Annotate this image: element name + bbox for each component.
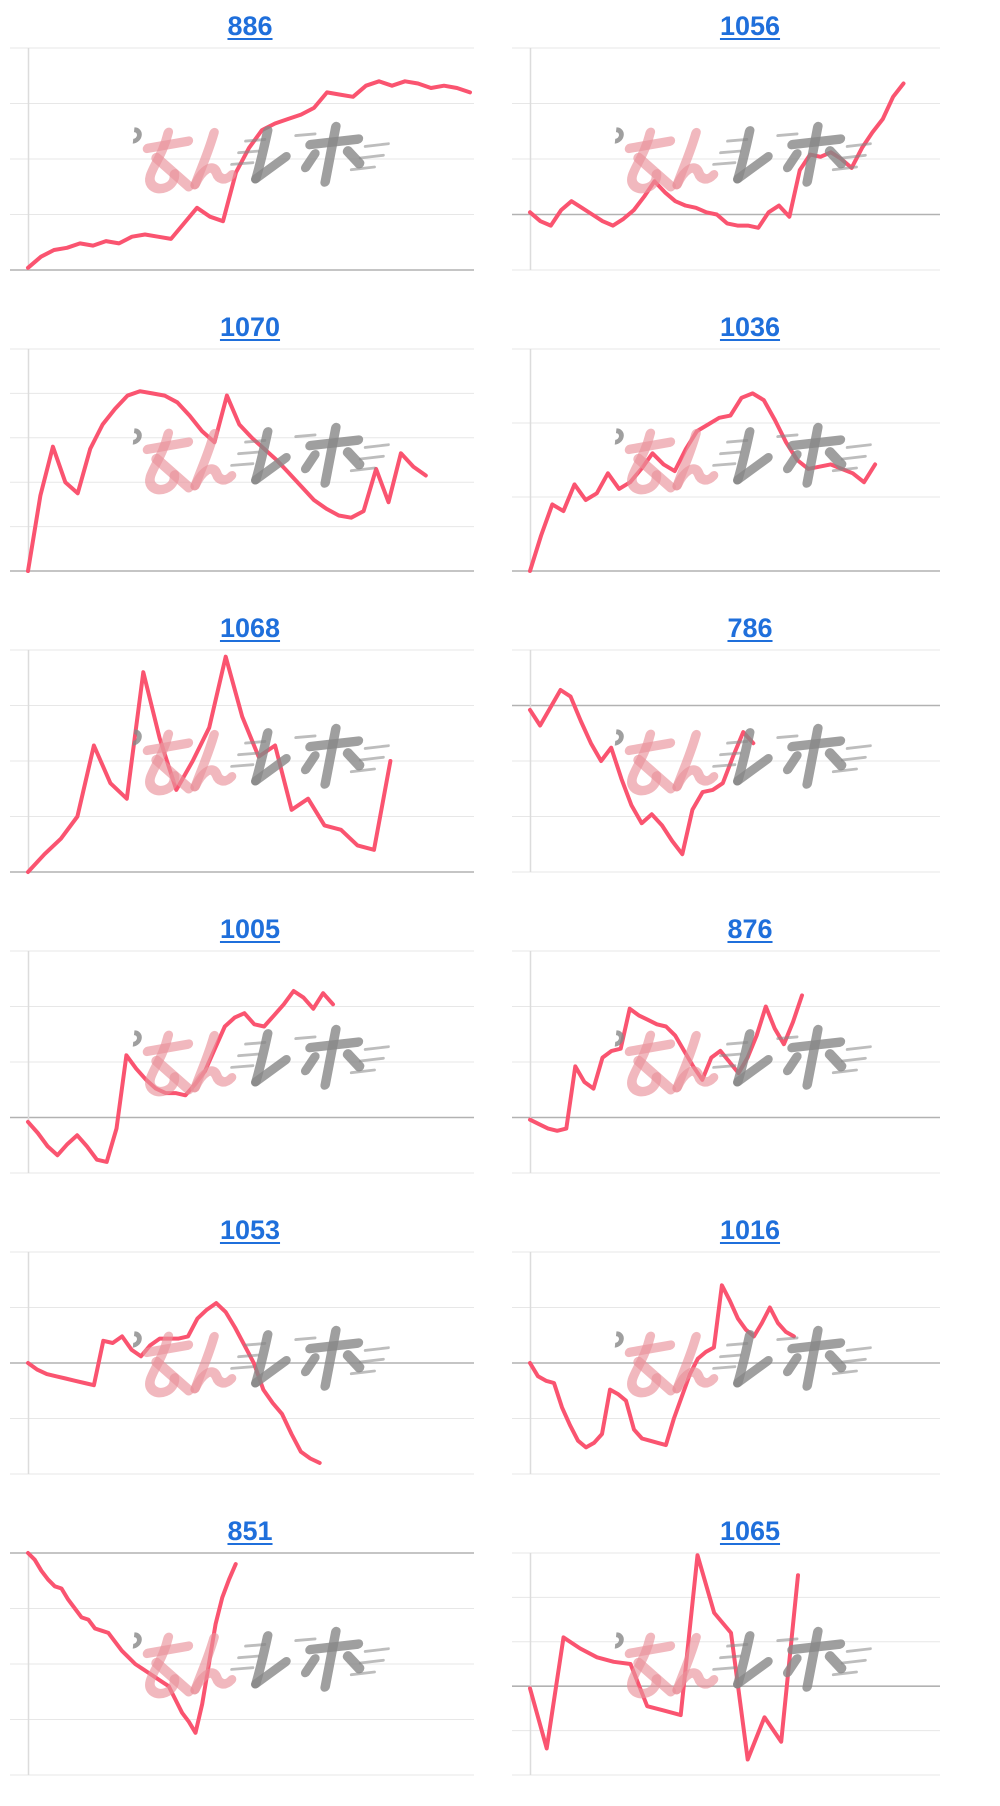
chart-title-link[interactable]: 886 [227, 11, 273, 41]
chart-plot [512, 647, 940, 875]
chart-title-row: 1036 [500, 310, 1000, 346]
chart-title-row: 786 [500, 611, 1000, 647]
chart-title-link[interactable]: 1005 [219, 914, 281, 944]
chart-line [528, 81, 906, 230]
chart-line [528, 993, 804, 1133]
chart-title-row: 886 [0, 9, 500, 45]
chart-svg [10, 47, 474, 271]
chart-title-link[interactable]: 1070 [219, 312, 281, 342]
chart-svg [512, 1251, 940, 1475]
chart-title-row: 1005 [0, 912, 500, 948]
chart-card: 1070 [0, 301, 500, 602]
chart-svg [10, 348, 474, 573]
chart-title-link[interactable]: 1053 [219, 1215, 281, 1245]
chart-card: 1016 [500, 1204, 1000, 1505]
chart-line [26, 389, 428, 573]
chart-title-link[interactable]: 851 [227, 1516, 273, 1546]
chart-title-link[interactable]: 876 [727, 914, 773, 944]
chart-plot [10, 1550, 474, 1778]
chart-plot [512, 346, 940, 574]
chart-plot [10, 647, 474, 875]
chart-line [528, 688, 756, 857]
chart-svg [10, 950, 474, 1174]
chart-title-row: 1056 [500, 9, 1000, 45]
chart-card: 886 [0, 0, 500, 301]
chart-card: 851 [0, 1505, 500, 1806]
chart-line [26, 989, 335, 1164]
chart-svg [512, 649, 940, 873]
chart-card: 1053 [0, 1204, 500, 1505]
chart-title-link[interactable]: 1036 [719, 312, 781, 342]
chart-title-row: 1070 [0, 310, 500, 346]
chart-title-link[interactable]: 1065 [719, 1516, 781, 1546]
chart-title-link[interactable]: 1068 [219, 613, 281, 643]
chart-line [26, 654, 393, 874]
chart-card: 1036 [500, 301, 1000, 602]
chart-title-link[interactable]: 786 [727, 613, 773, 643]
chart-plot [10, 948, 474, 1176]
chart-title-row: 1053 [0, 1213, 500, 1249]
chart-plot [512, 948, 940, 1176]
chart-plot [512, 45, 940, 273]
chart-line [528, 1553, 800, 1762]
chart-svg [512, 348, 940, 573]
chart-line [26, 1551, 238, 1735]
chart-title-link[interactable]: 1016 [719, 1215, 781, 1245]
chart-plot [512, 1550, 940, 1778]
chart-plot [10, 45, 474, 273]
chart-card: 1068 [0, 602, 500, 903]
chart-svg [512, 47, 940, 271]
chart-card: 1056 [500, 0, 1000, 301]
chart-svg [10, 1551, 474, 1776]
chart-card: 1005 [0, 903, 500, 1204]
chart-line [26, 1301, 322, 1465]
chart-plot [512, 1249, 940, 1477]
chart-title-row: 1068 [0, 611, 500, 647]
chart-title-row: 876 [500, 912, 1000, 948]
chart-svg [10, 649, 474, 874]
chart-title-row: 1065 [500, 1514, 1000, 1550]
chart-line [26, 79, 472, 270]
chart-line [528, 1283, 796, 1450]
chart-line [528, 391, 878, 573]
chart-title-row: 851 [0, 1514, 500, 1550]
chart-card: 1065 [500, 1505, 1000, 1806]
chart-card: 876 [500, 903, 1000, 1204]
chart-card: 786 [500, 602, 1000, 903]
chart-title-row: 1016 [500, 1213, 1000, 1249]
chart-svg [512, 1552, 940, 1776]
chart-plot [10, 346, 474, 574]
chart-svg [10, 1251, 474, 1475]
chart-svg [512, 950, 940, 1174]
chart-plot [10, 1249, 474, 1477]
chart-title-link[interactable]: 1056 [719, 11, 781, 41]
